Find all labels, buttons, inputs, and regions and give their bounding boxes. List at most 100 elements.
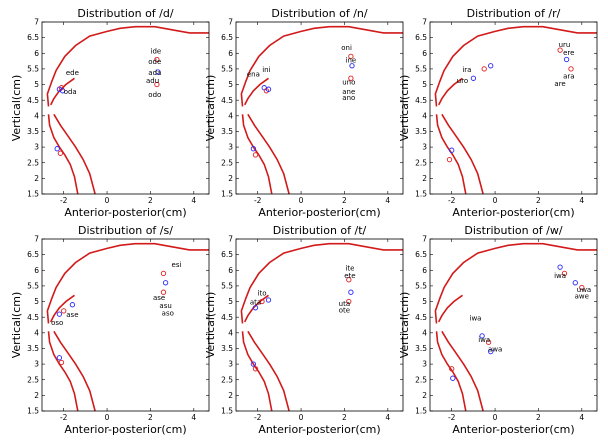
point-label: are [554,80,565,88]
y-tick-label: 5 [228,80,233,89]
x-axis-label: Anterior-posterior(cm) [258,423,380,436]
x-tick-label: 4 [579,413,584,422]
y-tick-label: 2 [422,174,427,183]
point-label: oni [341,44,352,52]
y-tick-label: 5 [34,297,39,306]
y-tick-label: 7 [228,18,233,27]
x-tick-label: 4 [385,196,390,205]
x-tick-label: 2 [536,413,541,422]
y-tick-label: 2.5 [415,375,427,384]
y-tick-label: 3.5 [27,344,39,353]
y-tick-label: 7 [34,18,39,27]
y-tick-label: 1.5 [221,190,233,199]
point-label: ira [462,66,471,74]
y-tick-label: 4 [34,111,39,120]
point-label: ine [346,57,357,65]
data-point [488,348,494,355]
data-point [252,152,259,158]
inner-wall [435,331,467,412]
y-tick-label: 3 [228,143,233,152]
point-label: ite [345,264,354,272]
outer-wall [247,113,290,195]
y-tick-label: 7 [34,235,39,244]
data-point [349,63,355,69]
y-tick-label: 7 [422,235,427,244]
x-tick-label: 2 [536,196,541,205]
axes-frame [41,238,210,412]
y-tick-label: 3.5 [221,344,233,353]
data-point [154,56,160,63]
y-tick-label: 5 [422,297,427,306]
y-tick-label: 6.5 [221,250,233,259]
point-label: adu [146,77,159,85]
y-axis-label: Vertical(cm) [10,292,23,359]
y-tick-label: 4 [228,111,233,120]
y-tick-label: 3 [422,360,427,369]
axes-frame [429,238,598,412]
point-label: ide [151,47,162,55]
outer-wall [53,330,96,412]
y-tick-label: 6.5 [415,250,427,259]
data-point [568,66,574,72]
outer-wall [441,330,484,412]
axes-frame [235,238,404,412]
data-point [265,86,272,92]
x-axis-label: Anterior-posterior(cm) [64,206,186,219]
inner-wall [435,114,467,195]
point-label: uno [342,79,355,87]
x-tick-label: 0 [105,413,110,422]
point-label: iwa [470,314,482,322]
data-point [449,366,455,372]
data-point [54,146,60,152]
data-point [348,289,354,295]
x-axis-label: Anterior-posterior(cm) [452,206,574,219]
data-point [61,308,67,314]
y-tick-label: 4.5 [415,313,427,322]
x-tick-label: 0 [493,413,498,422]
data-point [69,302,76,308]
y-tick-label: 2.5 [27,375,39,384]
data-point [265,297,272,303]
x-tick-label: 4 [385,413,390,422]
point-label: uwa [577,286,591,294]
x-axis-label: Anterior-posterior(cm) [258,206,380,219]
point-label: ase [153,294,165,302]
y-tick-label: 1.5 [415,407,427,416]
y-tick-label: 6.5 [415,33,427,42]
axes-frame [235,21,404,195]
point-label: uru [559,41,571,49]
data-point [449,147,455,153]
point-label: ase [66,311,78,319]
upper-wall [434,242,597,324]
upper-wall [240,242,403,324]
data-point [481,66,487,72]
data-point [446,156,453,163]
y-tick-label: 2 [228,391,233,400]
y-tick-label: 5.5 [415,65,427,74]
x-tick-label: 0 [105,196,110,205]
point-label: ada [148,69,161,77]
y-axis-label: Vertical(cm) [10,75,23,142]
axes-frame [41,21,210,195]
x-axis-label: Anterior-posterior(cm) [452,423,574,436]
x-tick-label: -2 [60,196,68,205]
inner-wall [241,114,273,195]
upper-wall [240,25,403,107]
panel-title: Distribution of /d/ [77,7,173,20]
data-point [154,81,160,88]
y-tick-label: 6.5 [221,33,233,42]
point-label: iwa [478,336,490,344]
data-point [57,150,64,156]
y-tick-label: 6 [34,49,39,58]
y-tick-label: 4 [422,328,427,337]
panel-title: Distribution of /w/ [464,224,562,237]
x-tick-label: -2 [60,413,68,422]
data-point [579,284,585,291]
point-label: ito [258,289,267,297]
y-tick-label: 3 [34,360,39,369]
data-point [485,339,492,345]
